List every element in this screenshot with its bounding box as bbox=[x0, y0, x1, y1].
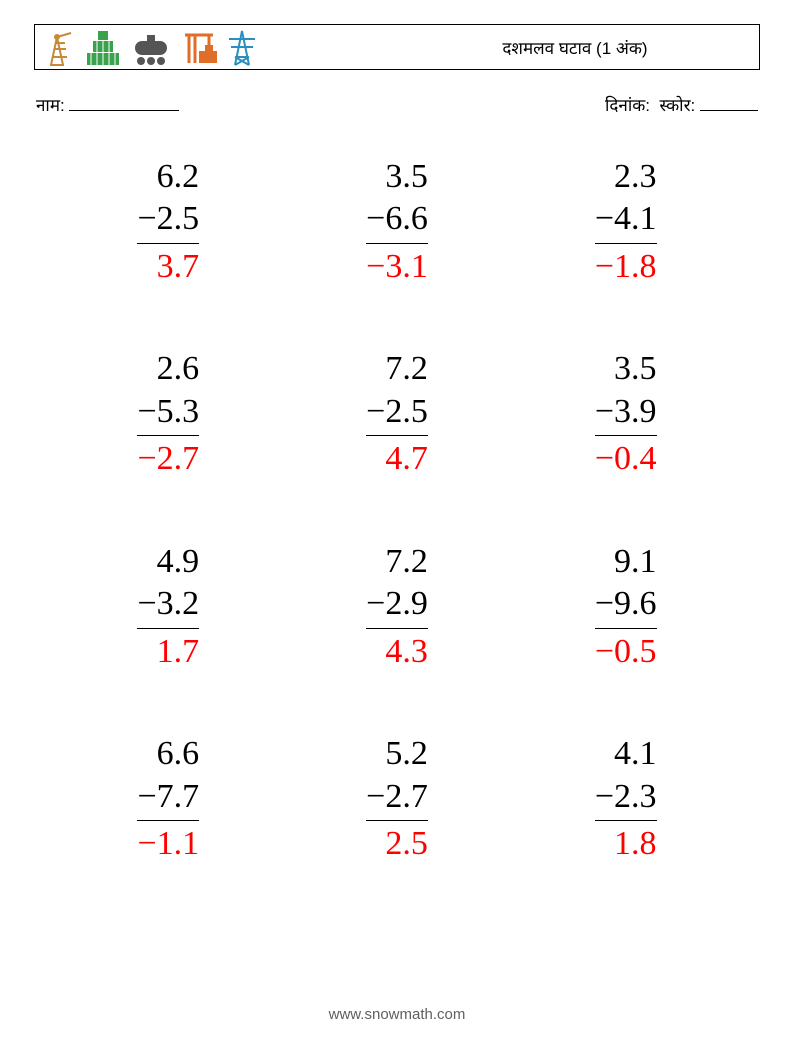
answer: −1.1 bbox=[137, 820, 199, 866]
minuend: 9.1 bbox=[595, 541, 657, 584]
info-row: नाम: दिनांक: स्कोर: bbox=[36, 92, 758, 116]
name-label: नाम: bbox=[36, 96, 65, 115]
oil-derrick-icon bbox=[43, 31, 77, 67]
minuend: 2.3 bbox=[595, 156, 657, 199]
subtrahend: −2.5 bbox=[137, 198, 199, 241]
subtrahend: −3.2 bbox=[137, 583, 199, 626]
problem: 4.1−2.31.8 bbox=[511, 733, 740, 866]
problem: 7.2−2.54.7 bbox=[283, 348, 512, 481]
minuend: 4.9 bbox=[137, 541, 199, 584]
header-icons bbox=[43, 27, 259, 67]
answer: 4.3 bbox=[366, 628, 428, 674]
minuend: 4.1 bbox=[595, 733, 657, 776]
tank-car-icon bbox=[129, 31, 173, 67]
answer: −3.1 bbox=[366, 243, 428, 289]
subtrahend: −6.6 bbox=[366, 198, 428, 241]
footer-url: www.snowmath.com bbox=[0, 1006, 794, 1023]
subtrahend: −7.7 bbox=[137, 776, 199, 819]
header-box: दशमलव घटाव (1 अंक) bbox=[34, 24, 760, 70]
answer: 1.7 bbox=[137, 628, 199, 674]
subtrahend: −2.3 bbox=[595, 776, 657, 819]
problems-grid: 6.2−2.53.73.5−6.6−3.12.3−4.1−1.82.6−5.3−… bbox=[34, 156, 760, 866]
problem: 5.2−2.72.5 bbox=[283, 733, 512, 866]
minuend: 7.2 bbox=[366, 541, 428, 584]
worksheet-title: दशमलव घटाव (1 अंक) bbox=[259, 36, 751, 59]
subtrahend: −2.5 bbox=[366, 391, 428, 434]
problem: 3.5−6.6−3.1 bbox=[283, 156, 512, 289]
subtrahend: −2.9 bbox=[366, 583, 428, 626]
answer: 4.7 bbox=[366, 435, 428, 481]
problem: 9.1−9.6−0.5 bbox=[511, 541, 740, 674]
problem: 6.2−2.53.7 bbox=[54, 156, 283, 289]
problem: 2.6−5.3−2.7 bbox=[54, 348, 283, 481]
subtrahend: −2.7 bbox=[366, 776, 428, 819]
minuend: 3.5 bbox=[366, 156, 428, 199]
problem: 3.5−3.9−0.4 bbox=[511, 348, 740, 481]
name-blank bbox=[69, 92, 179, 111]
problem: 7.2−2.94.3 bbox=[283, 541, 512, 674]
minuend: 6.6 bbox=[137, 733, 199, 776]
minuend: 3.5 bbox=[595, 348, 657, 391]
answer: 2.5 bbox=[366, 820, 428, 866]
problem: 2.3−4.1−1.8 bbox=[511, 156, 740, 289]
containers-icon bbox=[83, 31, 123, 67]
date-label: दिनांक: bbox=[605, 96, 650, 115]
problem: 4.9−3.21.7 bbox=[54, 541, 283, 674]
score-label: स्कोर: bbox=[660, 96, 696, 115]
power-tower-icon bbox=[225, 27, 259, 67]
minuend: 7.2 bbox=[366, 348, 428, 391]
subtrahend: −4.1 bbox=[595, 198, 657, 241]
port-crane-icon bbox=[179, 27, 219, 67]
minuend: 6.2 bbox=[137, 156, 199, 199]
answer: −0.4 bbox=[595, 435, 657, 481]
answer: 1.8 bbox=[595, 820, 657, 866]
minuend: 5.2 bbox=[366, 733, 428, 776]
answer: −0.5 bbox=[595, 628, 657, 674]
answer: −1.8 bbox=[595, 243, 657, 289]
subtrahend: −5.3 bbox=[137, 391, 199, 434]
subtrahend: −9.6 bbox=[595, 583, 657, 626]
answer: 3.7 bbox=[137, 243, 199, 289]
subtrahend: −3.9 bbox=[595, 391, 657, 434]
minuend: 2.6 bbox=[137, 348, 199, 391]
answer: −2.7 bbox=[137, 435, 199, 481]
score-blank bbox=[700, 92, 758, 111]
problem: 6.6−7.7−1.1 bbox=[54, 733, 283, 866]
